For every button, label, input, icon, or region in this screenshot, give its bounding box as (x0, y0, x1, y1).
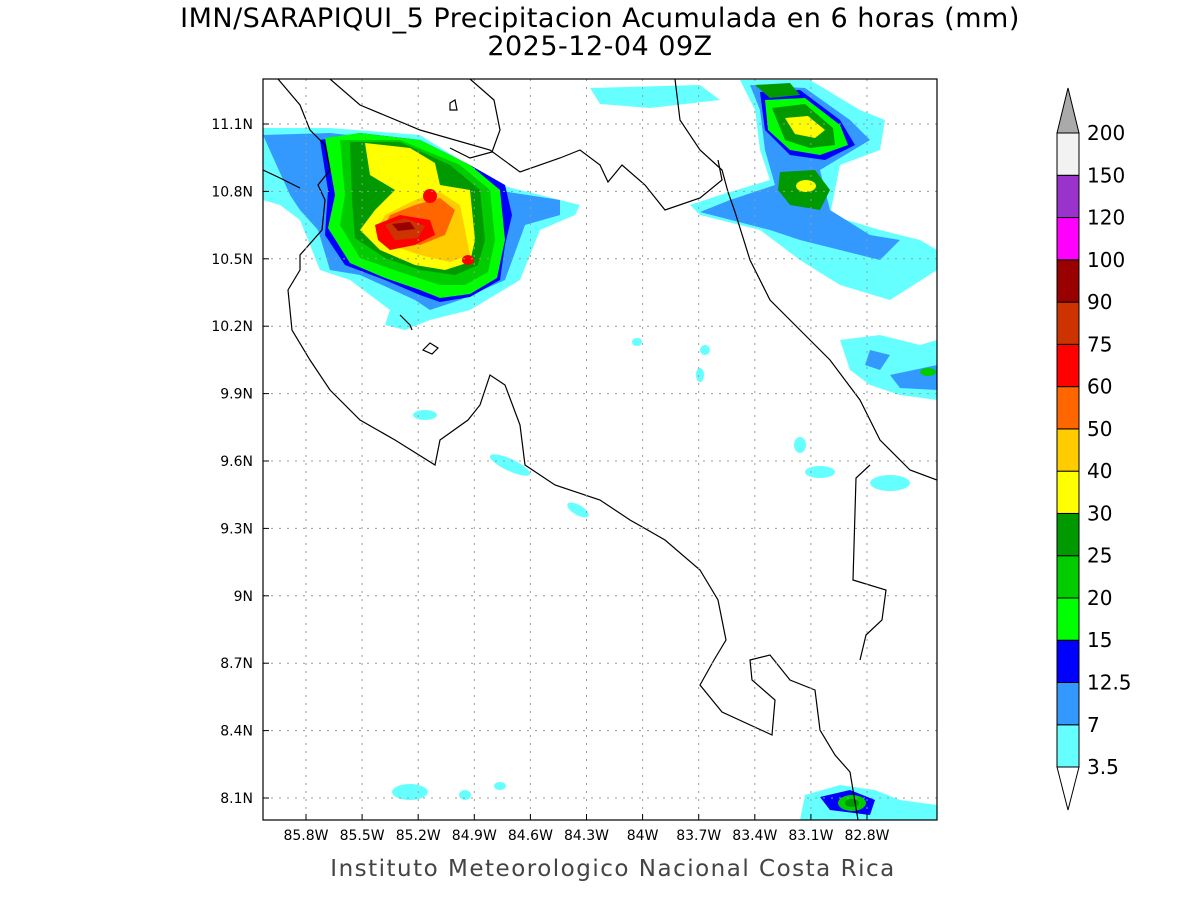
coastlines (263, 79, 937, 820)
colorbar-label: 60 (1087, 375, 1112, 399)
longitude-axis: 85.8W 85.5W 85.2W 84.9W 84.6W 84.3W 84W 83.7W 83… (283, 814, 890, 844)
colorbar-over-triangle (1056, 87, 1080, 134)
lon-tick-label: 83.7W (676, 828, 721, 844)
colorbar-label: 150 (1087, 163, 1125, 187)
colorbar-swatch (1056, 597, 1080, 641)
lat-tick-label: 10.8N (211, 184, 253, 200)
precip-cell (920, 368, 936, 376)
colorbar-label: 20 (1087, 586, 1112, 610)
colorbar: 3.5 7 12.5 15 20 25 30 40 50 60 75 90 100 120 150 200 (1056, 87, 1132, 811)
precip-cell (632, 338, 642, 346)
lat-tick-label: 8.1N (220, 791, 253, 807)
colorbar-swatch (1056, 555, 1080, 599)
colorbar-label: 100 (1087, 248, 1125, 272)
lon-tick-label: 84.3W (564, 828, 609, 844)
precip-contour-30 (785, 116, 825, 138)
colorbar-swatch (1056, 259, 1080, 303)
precip-cell (462, 255, 474, 265)
precip-contour-12.5 (755, 83, 800, 98)
precip-cell (794, 437, 806, 453)
lon-tick-label: 84.9W (452, 828, 497, 844)
precip-cell (489, 454, 531, 476)
precip-cell (796, 180, 816, 192)
colorbar-swatch (1056, 301, 1080, 345)
lat-tick-label: 11.1N (211, 117, 253, 133)
lat-tick-label: 9N (234, 589, 253, 605)
colorbar-swatch (1056, 343, 1080, 388)
precip-cell (392, 784, 428, 800)
colorbar-under-triangle (1056, 766, 1080, 811)
lon-tick-label: 84W (627, 828, 659, 844)
colorbar-label: 7 (1087, 713, 1100, 737)
lon-tick-label: 84.6W (508, 828, 553, 844)
colorbar-label: 25 (1087, 544, 1112, 568)
colorbar-swatch (1056, 386, 1080, 430)
precip-contour-3.5 (840, 335, 937, 400)
colorbar-label: 50 (1087, 417, 1112, 441)
precip-contour-90 (392, 222, 415, 231)
colorbar-swatch (1056, 470, 1080, 514)
lat-tick-label: 8.7N (220, 656, 253, 672)
colorbar-label: 3.5 (1087, 755, 1119, 779)
colorbar-label: 120 (1087, 206, 1125, 230)
precip-cell (413, 410, 437, 420)
lon-tick-label: 85.5W (340, 828, 385, 844)
colorbar-label: 75 (1087, 332, 1112, 356)
colorbar-label: 12.5 (1087, 671, 1132, 695)
colorbar-swatch (1056, 217, 1080, 261)
colorbar-swatch (1056, 132, 1080, 176)
lat-tick-label: 10.2N (211, 319, 253, 335)
graticule (263, 79, 937, 820)
map-frame (262, 78, 938, 821)
footer-credit: Instituto Meteorologico Nacional Costa R… (330, 856, 896, 882)
precip-cell (459, 790, 471, 800)
precip-cell (494, 782, 506, 790)
precip-contour-3.5 (590, 85, 720, 108)
colorbar-label: 30 (1087, 501, 1112, 525)
colorbar-label: 40 (1087, 459, 1112, 483)
precip-cell (870, 475, 910, 491)
lat-tick-label: 9.3N (220, 521, 253, 537)
lat-tick-label: 8.4N (220, 724, 253, 740)
lat-tick-label: 9.6N (220, 454, 253, 470)
colorbar-label: 200 (1087, 121, 1125, 145)
lon-tick-label: 83.4W (732, 828, 777, 844)
precip-cell (423, 189, 437, 203)
colorbar-swatch (1056, 428, 1080, 472)
colorbar-swatch (1056, 682, 1080, 726)
colorbar-label: 90 (1087, 290, 1112, 314)
colorbar-label: 15 (1087, 628, 1112, 652)
precip-cell (567, 502, 589, 518)
precipitation-field (263, 79, 937, 820)
precip-cell (805, 466, 835, 478)
precip-cell (700, 345, 710, 355)
lat-tick-label: 10.5N (211, 252, 253, 268)
map-subtitle: 2025-12-04 09Z (487, 31, 713, 62)
precip-cell (845, 799, 859, 807)
colorbar-swatch (1056, 512, 1080, 557)
precip-contour-7 (865, 350, 937, 390)
map-title: IMN/SARAPIQUI_5 Precipitacion Acumulada … (180, 3, 1020, 34)
lon-tick-label: 85.2W (396, 828, 441, 844)
latitude-axis: 11.1N 10.8N 10.5N 10.2N 9.9N 9.6N 9.3N 9N 8.7N 8.… (211, 117, 269, 807)
lon-tick-label: 82.8W (844, 828, 889, 844)
colorbar-swatch (1056, 174, 1080, 219)
lat-tick-label: 9.9N (220, 387, 253, 403)
colorbar-swatch (1056, 724, 1080, 768)
colorbar-swatch (1056, 639, 1080, 684)
lon-tick-label: 83.1W (788, 828, 833, 844)
lon-tick-label: 85.8W (283, 828, 328, 844)
precip-cell (696, 368, 704, 382)
